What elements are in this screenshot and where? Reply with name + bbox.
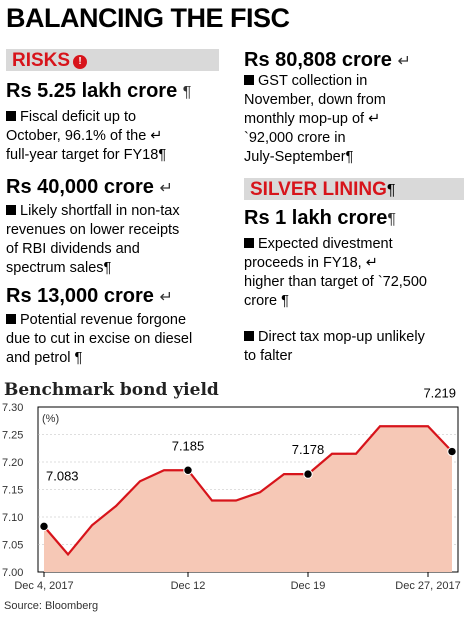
bullet-icon bbox=[6, 111, 16, 121]
x-tick-label: Dec 27, 2017 bbox=[395, 580, 460, 592]
bullet-icon bbox=[244, 75, 254, 85]
x-tick-label: Dec 12 bbox=[171, 580, 206, 592]
risk-amount-1: Rs 5.25 lakh crore ¶ bbox=[6, 80, 192, 102]
yield-line bbox=[43, 425, 453, 557]
y-tick-label: 7.15 bbox=[2, 485, 23, 497]
data-label: 7.185 bbox=[172, 438, 205, 453]
yield-area bbox=[44, 426, 452, 572]
plot-frame bbox=[37, 406, 459, 573]
data-point bbox=[39, 521, 49, 532]
y-tick-label: 7.00 bbox=[2, 567, 23, 579]
y-tick-label: 7.20 bbox=[2, 457, 23, 469]
x-tick-label: Dec 4, 2017 bbox=[14, 580, 73, 592]
source-note: Source: Bloomberg bbox=[4, 600, 99, 612]
bullet-icon bbox=[6, 314, 16, 324]
risk-desc-1: Fiscal deficit up to October, 96.1% of t… bbox=[6, 109, 167, 163]
y-tick-label: 7.05 bbox=[2, 540, 23, 552]
y-tick-label: 7.10 bbox=[2, 512, 23, 524]
risk-desc-3: Potential revenue forgone due to cut in … bbox=[6, 312, 193, 366]
bullet-icon bbox=[244, 238, 254, 248]
gst-amount: Rs 80,808 crore ↵ bbox=[244, 49, 411, 71]
direct-tax-desc: Direct tax mop-up unlikely to falter bbox=[244, 329, 425, 364]
y-tick-label: 7.25 bbox=[2, 430, 23, 442]
gst-desc: GST collection in November, down from mo… bbox=[244, 73, 386, 165]
data-point bbox=[183, 465, 193, 475]
silver-lining-label: SILVER LINING¶ bbox=[250, 179, 396, 200]
headline: BALANCING THE FISC bbox=[6, 3, 290, 33]
x-tick-label: Dec 19 bbox=[291, 580, 326, 592]
data-point bbox=[447, 446, 457, 457]
risk-amount-3: Rs 13,000 crore ↵ bbox=[6, 285, 173, 307]
data-label: 7.178 bbox=[292, 442, 325, 457]
risks-band: RISKS! bbox=[6, 49, 219, 71]
data-label: 7.083 bbox=[46, 468, 79, 483]
exclamation-badge-icon: ! bbox=[73, 55, 88, 69]
bullet-icon bbox=[244, 331, 254, 341]
bullet-icon bbox=[6, 205, 16, 215]
data-point bbox=[303, 469, 313, 479]
divestment-desc: Expected divestment proceeds in FY18, ↵ … bbox=[244, 236, 427, 309]
data-label: 7.219 bbox=[423, 386, 456, 401]
silver-lining-band: SILVER LINING¶ bbox=[244, 178, 464, 200]
y-axis-unit: (%) bbox=[42, 413, 59, 425]
divestment-amount: Rs 1 lakh crore¶ bbox=[244, 207, 397, 229]
risk-amount-2: Rs 40,000 crore ↵ bbox=[6, 176, 173, 198]
chart-title: Benchmark bond yield bbox=[4, 380, 219, 400]
risk-desc-2: Likely shortfall in non-tax revenues on … bbox=[6, 203, 180, 276]
y-tick-label: 7.30 bbox=[2, 402, 23, 414]
risks-label: RISKS! bbox=[12, 50, 88, 72]
